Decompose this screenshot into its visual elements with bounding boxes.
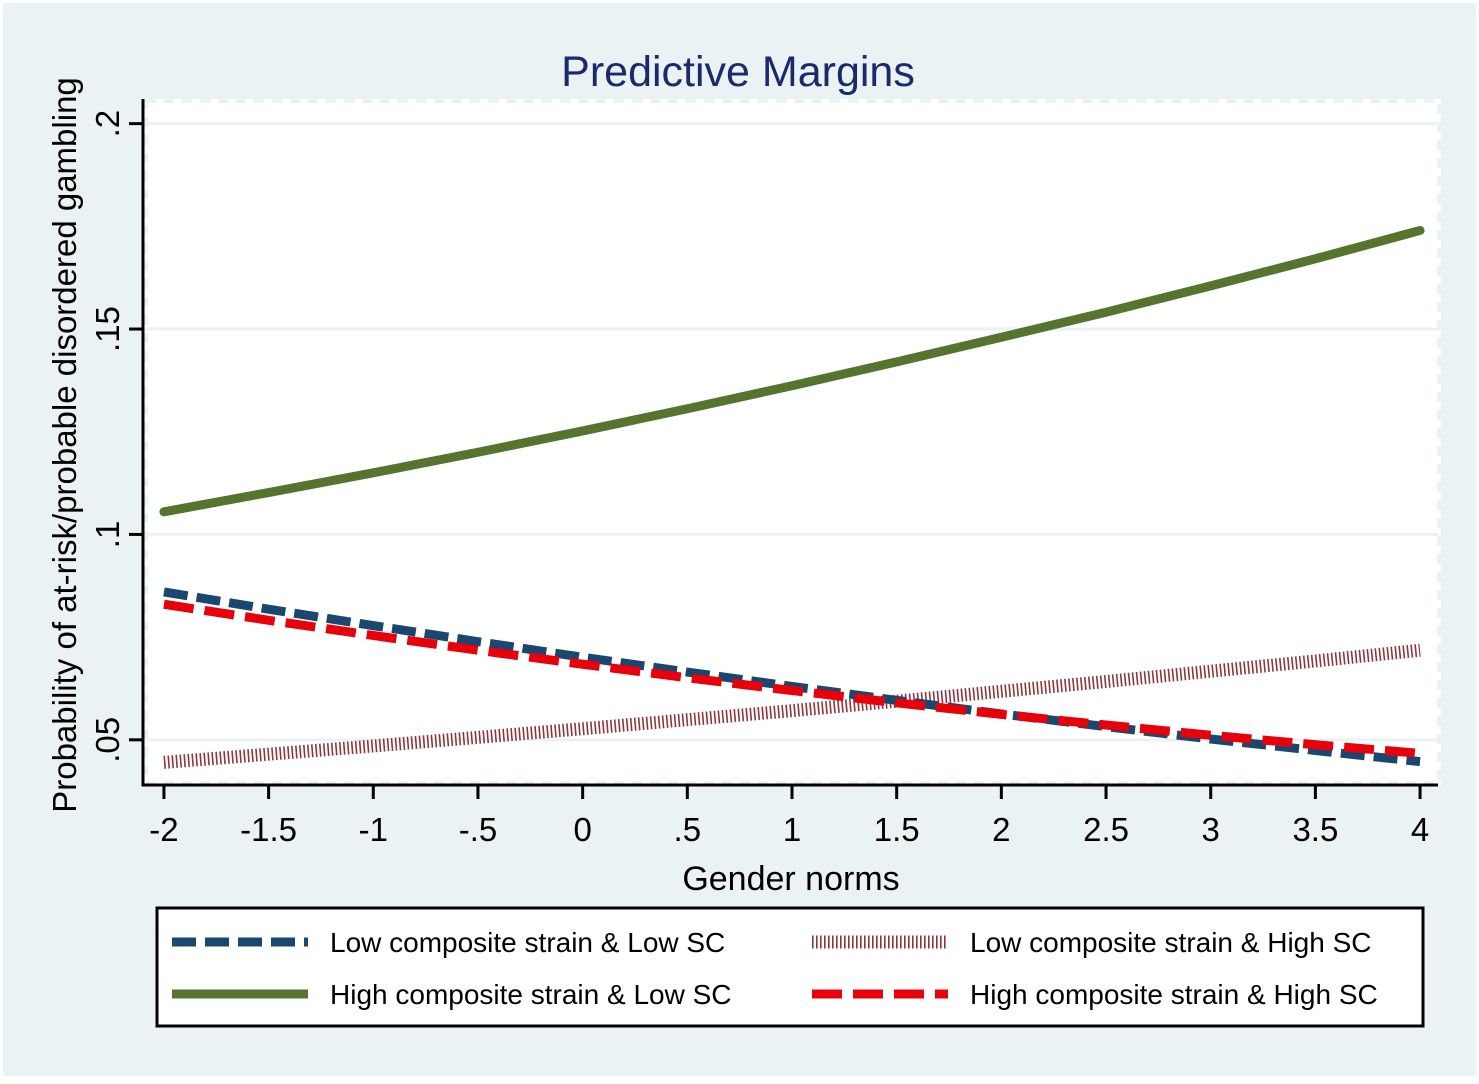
x-tick-label: 2 [992, 811, 1010, 848]
x-tick-label: 3.5 [1292, 811, 1338, 848]
legend-label-1: Low composite strain & High SC [970, 927, 1372, 958]
chart-title: Predictive Margins [561, 48, 915, 96]
x-tick-label: 3 [1202, 811, 1220, 848]
series-line-2 [159, 225, 1425, 517]
y-axis-label: Probability of at-risk/probable disorder… [46, 77, 83, 813]
x-tick-label: 4 [1411, 811, 1429, 848]
plot-region-dashed-edge [144, 99, 1441, 785]
series-line-3 [163, 599, 1421, 758]
legend-box [155, 906, 1425, 1028]
legend: Low composite strain & Low SC Low composi… [155, 906, 1425, 1028]
axes: -2 -1.5 -1 -.5 0 .5 1 1.5 2 2.5 3 3.5 4 .05 .1 .15 .2 [89, 99, 1438, 848]
x-axis-label: Gender norms [682, 860, 899, 898]
x-tick-label: 2.5 [1083, 811, 1129, 848]
x-tick-label: 1 [783, 811, 801, 848]
x-tick-label: -2 [149, 811, 178, 848]
legend-label-3: High composite strain & High SC [970, 979, 1378, 1010]
x-tick-label: 0 [573, 811, 591, 848]
y-tick-label: .05 [89, 717, 126, 763]
y-tick-label: .15 [89, 306, 126, 352]
x-tick-label: -1.5 [240, 811, 297, 848]
y-tick-label: .2 [89, 110, 126, 138]
x-tick-label: -1 [359, 811, 388, 848]
y-tick-label: .1 [89, 521, 126, 549]
x-tick-label: .5 [674, 811, 702, 848]
series-layer [159, 225, 1425, 769]
legend-label-0: Low composite strain & Low SC [330, 927, 725, 958]
x-tick-label: 1.5 [874, 811, 920, 848]
x-tick-label: -.5 [459, 811, 498, 848]
legend-label-2: High composite strain & Low SC [330, 979, 732, 1010]
